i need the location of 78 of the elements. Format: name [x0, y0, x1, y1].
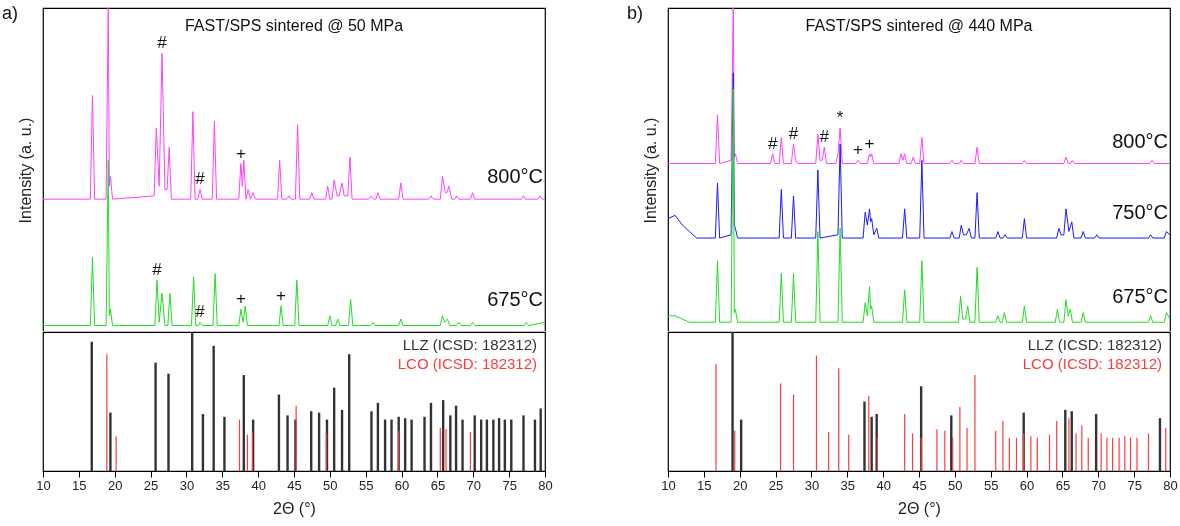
x-tick-label: 35 — [215, 477, 231, 493]
annotation: + — [235, 289, 246, 309]
annotation: FAST/SPS sintered @ 50 MPa — [184, 17, 404, 34]
x-tick-label: 80 — [1163, 477, 1178, 493]
x-tick-label: 65 — [1055, 477, 1071, 493]
x-tick-label: 10 — [661, 477, 676, 493]
annotation: FAST/SPS sintered @ 440 MPa — [805, 17, 1033, 34]
x-tick-label: 15 — [697, 477, 712, 493]
annotation: # — [767, 133, 778, 153]
x-tick-label: 75 — [502, 477, 517, 493]
x-tick-label: 55 — [358, 477, 374, 493]
bar — [449, 415, 452, 471]
x-tick-label: 30 — [179, 477, 195, 493]
series-label: 675°C — [1112, 285, 1168, 308]
series-label: 675°C — [487, 288, 543, 311]
text: b) — [627, 3, 644, 24]
bar — [461, 419, 464, 471]
x-tick-label: 20 — [107, 477, 123, 493]
annotation: # — [819, 127, 830, 147]
x-tick-label: 70 — [466, 477, 482, 493]
x-tick-label: 40 — [251, 477, 266, 493]
bar — [870, 416, 873, 471]
annotation: # — [195, 302, 206, 322]
bar — [390, 419, 393, 471]
annotation: + — [853, 140, 864, 160]
text: LLZ (ICSD: 182312) — [1027, 336, 1162, 353]
bar — [167, 373, 170, 471]
bar — [522, 415, 525, 471]
x-tick-label: 40 — [876, 477, 891, 493]
bar — [223, 416, 226, 471]
x-tick-label: 45 — [287, 477, 302, 493]
x-tick-label: 35 — [840, 477, 856, 493]
bar — [423, 416, 426, 471]
bar — [410, 419, 413, 471]
series-label: 750°C — [1112, 200, 1168, 223]
x-tick-label: 45 — [912, 477, 927, 493]
x-tick-label: 65 — [430, 477, 446, 493]
annotation: + — [235, 143, 246, 163]
bar — [370, 411, 373, 471]
annotation: + — [864, 133, 875, 153]
text: LCO (ICSD: 182312) — [397, 355, 537, 372]
x-axis-title: 2Θ (°) — [273, 499, 316, 517]
x-tick-label: 25 — [768, 477, 784, 493]
x-tick-label: 55 — [983, 477, 999, 493]
x-tick-label: 75 — [1127, 477, 1142, 493]
annotation: # — [157, 33, 168, 53]
x-tick-label: 80 — [538, 477, 553, 493]
bar — [212, 345, 215, 471]
x-tick-label: 15 — [72, 477, 87, 493]
bar — [154, 362, 157, 471]
bar — [731, 332, 734, 471]
x-tick-label: 70 — [1091, 477, 1107, 493]
text: a) — [2, 3, 19, 24]
text: LLZ (ICSD: 182312) — [402, 336, 537, 353]
x-tick-label: 50 — [948, 477, 963, 493]
y-axis-title: Intensity (a. u.) — [641, 117, 659, 224]
x-axis-title: 2Θ (°) — [898, 499, 941, 517]
series-label: 800°C — [1112, 129, 1168, 152]
x-tick-label: 20 — [732, 477, 748, 493]
annotation: # — [788, 124, 799, 144]
bar — [492, 419, 495, 471]
annotation: * — [836, 107, 844, 127]
text: LCO (ICSD: 182312) — [1022, 355, 1162, 372]
x-tick-label: 60 — [394, 477, 410, 493]
x-tick-label: 50 — [323, 477, 338, 493]
x-tick-label: 60 — [1019, 477, 1035, 493]
bar — [286, 415, 289, 471]
x-tick-label: 10 — [36, 477, 51, 493]
bar — [863, 401, 866, 471]
x-tick-label: 30 — [804, 477, 820, 493]
annotation: # — [152, 260, 163, 280]
annotation: # — [195, 169, 206, 189]
bar — [539, 408, 542, 471]
x-tick-label: 25 — [143, 477, 159, 493]
bar — [109, 412, 112, 471]
annotation: + — [276, 286, 287, 306]
y-axis-title: Intensity (a. u.) — [16, 117, 34, 224]
series-label: 800°C — [487, 165, 543, 188]
